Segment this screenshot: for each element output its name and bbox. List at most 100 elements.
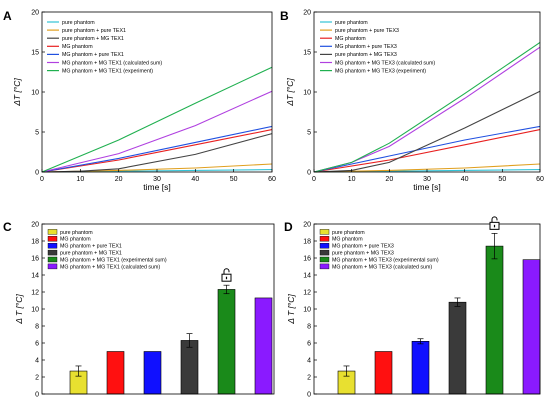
series-line — [313, 41, 541, 173]
panel-label: C — [3, 220, 12, 234]
legend-swatch — [319, 242, 330, 249]
bar — [180, 340, 199, 395]
series-line — [41, 66, 273, 173]
y-tick-label: 0 — [35, 392, 39, 399]
x-tick-label: 40 — [461, 176, 469, 183]
legend-entry: MG phantom + MG TEX3 (experimental sum) — [332, 257, 439, 263]
panel-b: B 0 10 20 30 40 50 60 0 5 10 15 20 time [s] ΔT [°C] pur… — [280, 9, 544, 192]
series-line — [313, 125, 541, 173]
panel-label: A — [3, 9, 12, 23]
x-tick-label: 10 — [76, 176, 84, 183]
legend-swatch — [47, 249, 58, 256]
legend-entry: MG phantom + MG TEX3 (calculated sum) — [332, 264, 432, 270]
x-tick-label: 50 — [230, 176, 238, 183]
y-tick-label: 0 — [307, 170, 311, 177]
x-axis-label: time [s] — [143, 182, 170, 192]
series-line — [313, 90, 541, 173]
legend-swatch — [47, 236, 58, 242]
legend-entry: MG phantom — [335, 36, 366, 42]
bar — [106, 351, 125, 395]
y-tick-label: 16 — [303, 256, 311, 263]
y-axis-label: ΔT [°C] — [12, 78, 22, 107]
panel-label: B — [280, 9, 289, 23]
series-line — [41, 129, 273, 173]
legend-entry: MG phantom — [60, 237, 91, 243]
x-tick-label: 30 — [153, 176, 161, 183]
y-tick-label: 16 — [31, 256, 39, 263]
bar — [485, 245, 504, 395]
legend-swatch — [319, 229, 330, 235]
y-tick-label: 10 — [303, 90, 311, 97]
bar — [411, 340, 430, 395]
x-tick-label: 50 — [498, 176, 506, 183]
padlock-shackle — [223, 268, 230, 275]
legend-entry: pure phantom + MG TEX3 — [332, 251, 394, 257]
y-tick-label: 20 — [31, 222, 39, 229]
legend-entry: MG phantom + MG TEX1 (experimental sum) — [60, 257, 167, 263]
y-tick-label: 15 — [303, 50, 311, 57]
x-tick-label: 40 — [191, 176, 199, 183]
bar — [143, 351, 162, 395]
legend-entry: pure phantom — [62, 20, 95, 26]
bar — [374, 351, 393, 395]
x-tick-label: 10 — [348, 176, 356, 183]
y-tick-label: 0 — [35, 170, 39, 177]
legend-swatch — [47, 263, 58, 270]
bar — [217, 289, 236, 395]
y-tick-label: 12 — [303, 290, 311, 297]
x-tick-label: 60 — [268, 176, 276, 183]
unlocked-padlock-icon — [489, 216, 500, 230]
y-tick-label: 20 — [31, 10, 39, 17]
y-tick-label: 18 — [303, 239, 311, 246]
y-tick-label: 6 — [307, 341, 311, 348]
legend-entry: MG phantom — [332, 237, 363, 243]
legend-swatch — [319, 263, 330, 270]
legend-entry: MG phantom — [62, 44, 93, 50]
x-tick-label: 20 — [385, 176, 393, 183]
y-tick-label: 18 — [31, 239, 39, 246]
legend-entry: pure phantom — [335, 20, 368, 26]
y-tick-label: 20 — [303, 222, 311, 229]
y-tick-label: 2 — [35, 375, 39, 382]
y-axis-label: ΔT [°C] — [285, 78, 295, 107]
bar — [448, 301, 467, 395]
series-line — [41, 133, 273, 173]
legend-entry: pure phantom — [60, 230, 93, 236]
y-tick-label: 20 — [303, 10, 311, 17]
series-line — [313, 129, 541, 173]
y-tick-label: 8 — [307, 324, 311, 331]
series-line — [41, 125, 273, 173]
series-line — [41, 90, 273, 173]
legend-swatch — [47, 256, 58, 263]
y-axis-label: Δ T [°C] — [14, 294, 24, 325]
bar — [522, 259, 541, 395]
legend-swatch — [319, 256, 330, 263]
y-tick-label: 4 — [35, 358, 39, 365]
y-tick-label: 15 — [31, 50, 39, 57]
panel-label: D — [284, 220, 293, 234]
y-tick-label: 5 — [35, 130, 39, 137]
y-tick-label: 10 — [31, 90, 39, 97]
padlock-shackle — [491, 216, 498, 223]
y-tick-label: 4 — [307, 358, 311, 365]
legend-entry: MG phantom + MG TEX3 (calculated sum) — [335, 60, 435, 66]
legend-swatch — [319, 236, 330, 242]
legend-entry: pure phantom + MG TEX1 — [62, 36, 124, 42]
y-tick-label: 0 — [307, 392, 311, 399]
legend-entry: MG phantom + MG TEX1 (calculated sum) — [60, 264, 160, 270]
x-tick-label: 0 — [40, 176, 44, 183]
panel-a: A 0 10 20 30 40 50 60 0 5 10 15 20 time [s] ΔT [°C] pur… — [3, 9, 276, 192]
legend-entry: MG phantom + pure TEX3 — [332, 244, 394, 250]
y-tick-label: 6 — [35, 341, 39, 348]
y-tick-label: 8 — [35, 324, 39, 331]
y-tick-label: 14 — [31, 273, 39, 280]
legend-entry: MG phantom + MG TEX1 (calculated sum) — [62, 60, 162, 66]
legend-entry: pure phantom + pure TEX1 — [62, 28, 126, 34]
padlock-keyhole — [225, 276, 228, 280]
legend-entry: MG phantom + pure TEX1 — [62, 52, 124, 58]
x-tick-label: 60 — [536, 176, 544, 183]
legend-swatch — [319, 249, 330, 256]
